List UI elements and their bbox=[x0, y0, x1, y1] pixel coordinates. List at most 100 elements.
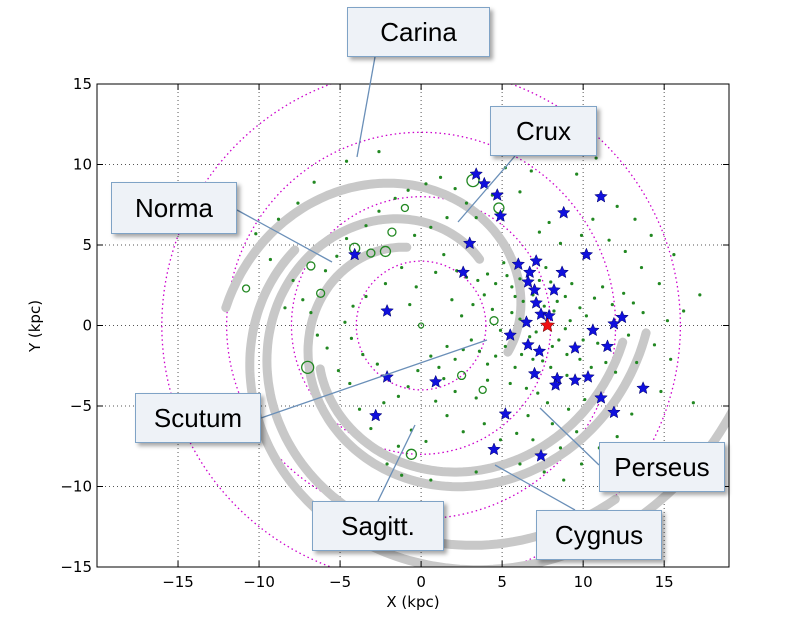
source-dot bbox=[494, 354, 498, 358]
source-circle bbox=[379, 245, 392, 258]
y-tick-label: 5 bbox=[82, 236, 92, 254]
source-dot bbox=[464, 201, 469, 205]
source-dot bbox=[547, 220, 551, 225]
callout-lines bbox=[236, 56, 600, 511]
source-dot bbox=[604, 360, 608, 365]
callout-line bbox=[377, 424, 416, 502]
star-marker bbox=[636, 381, 650, 395]
source-circle bbox=[306, 261, 316, 271]
source-dot bbox=[474, 396, 478, 400]
source-dot bbox=[518, 277, 522, 281]
source-dot bbox=[375, 362, 379, 366]
source-dot bbox=[537, 230, 542, 234]
source-dot bbox=[513, 294, 517, 299]
source-dot bbox=[563, 294, 567, 299]
source-dot bbox=[343, 320, 347, 324]
source-dot bbox=[541, 359, 545, 363]
source-dot bbox=[544, 265, 548, 270]
source-dot bbox=[482, 293, 486, 297]
source-dot bbox=[445, 216, 449, 220]
star-marker bbox=[522, 265, 537, 279]
source-dot bbox=[584, 314, 588, 318]
source-dot bbox=[652, 343, 657, 347]
source-dot bbox=[474, 470, 478, 474]
source-dot bbox=[364, 224, 368, 228]
label-carina: Carina bbox=[347, 7, 490, 57]
star-marker bbox=[594, 189, 608, 203]
y-tick-label: 10 bbox=[73, 156, 92, 174]
source-dot bbox=[445, 344, 449, 349]
star-marker bbox=[511, 257, 526, 271]
callout-line bbox=[457, 155, 516, 223]
source-circle bbox=[315, 288, 326, 298]
source-dot bbox=[490, 307, 495, 311]
star-marker bbox=[548, 377, 563, 391]
source-dot bbox=[494, 282, 498, 286]
x-tick-label: −5 bbox=[329, 573, 351, 591]
source-dot bbox=[396, 444, 401, 448]
source-dot bbox=[460, 314, 464, 318]
source-dot bbox=[385, 462, 389, 466]
source-dot bbox=[510, 285, 514, 289]
source-dot bbox=[505, 273, 509, 278]
source-dot bbox=[521, 299, 525, 303]
callout-line bbox=[494, 464, 576, 511]
star-marker bbox=[529, 253, 543, 267]
source-dot bbox=[589, 365, 593, 369]
source-dot bbox=[626, 333, 631, 337]
source-dot bbox=[581, 338, 585, 342]
source-dot bbox=[615, 434, 619, 439]
callout-line bbox=[236, 209, 333, 263]
source-dot bbox=[335, 254, 339, 258]
star-marker bbox=[568, 373, 582, 387]
source-dot bbox=[474, 216, 478, 220]
source-dot bbox=[565, 373, 569, 378]
spiral-arm bbox=[315, 337, 628, 477]
star-marker bbox=[556, 205, 571, 219]
star-marker bbox=[521, 337, 535, 351]
source-dot bbox=[518, 462, 522, 466]
source-dot bbox=[526, 414, 530, 418]
source-dot bbox=[498, 438, 503, 442]
source-dot bbox=[565, 352, 569, 357]
source-dot bbox=[349, 336, 354, 340]
source-dot bbox=[657, 282, 661, 286]
source-dot bbox=[601, 285, 605, 289]
source-dot bbox=[510, 311, 514, 315]
source-dot bbox=[348, 381, 352, 386]
star-marker bbox=[581, 369, 595, 383]
source-dot bbox=[254, 232, 258, 236]
source-dot bbox=[591, 217, 595, 221]
source-dot bbox=[549, 365, 553, 369]
spiral-arm bbox=[303, 242, 651, 492]
source-dot bbox=[529, 169, 533, 173]
star-marker bbox=[555, 265, 569, 279]
source-dot bbox=[536, 391, 540, 395]
star-marker bbox=[380, 303, 394, 317]
source-dot bbox=[383, 282, 388, 286]
source-dot bbox=[615, 204, 619, 208]
source-dot bbox=[635, 360, 639, 365]
callout-line bbox=[539, 407, 600, 466]
reference-circle bbox=[161, 84, 681, 567]
source-dot bbox=[450, 298, 454, 302]
source-dot bbox=[291, 278, 295, 283]
source-dot bbox=[453, 389, 457, 394]
source-dot bbox=[461, 430, 465, 434]
star-marker bbox=[368, 408, 383, 422]
source-dot bbox=[429, 225, 433, 229]
source-dot bbox=[502, 261, 506, 265]
star-marker bbox=[586, 323, 600, 337]
source-dot bbox=[429, 478, 433, 482]
source-dot bbox=[296, 201, 300, 205]
source-dot bbox=[437, 365, 441, 369]
source-dot bbox=[283, 306, 287, 310]
ticks: −15 −10 −5 0 5 10 15 −15 −10 −5 0 5 10 15 bbox=[60, 75, 729, 591]
source-dot bbox=[578, 306, 582, 310]
source-dot bbox=[414, 285, 418, 289]
label-perseus: Perseus bbox=[599, 442, 725, 492]
star-marker bbox=[532, 344, 547, 358]
star-marker bbox=[503, 328, 518, 341]
source-dot bbox=[631, 301, 635, 305]
label-sagittarius: Sagitt. bbox=[312, 501, 444, 551]
